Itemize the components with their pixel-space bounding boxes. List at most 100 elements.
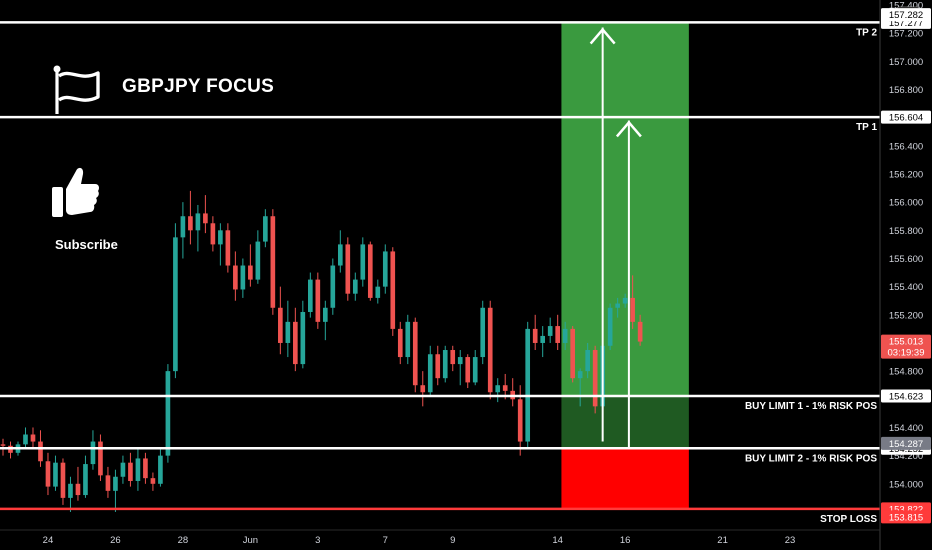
x-tick-label: 3 <box>315 535 320 546</box>
price-tag-bg <box>881 110 931 124</box>
thumbs-up-icon[interactable] <box>50 163 100 219</box>
candle <box>472 350 478 386</box>
candle-body <box>60 462 66 498</box>
page-title: GBPJPY FOCUS <box>122 76 275 97</box>
candle <box>90 430 96 470</box>
candle-body <box>607 307 613 346</box>
candle <box>255 230 261 284</box>
candle <box>630 275 635 329</box>
candle-body <box>382 251 388 287</box>
candle-body <box>158 455 163 484</box>
candle <box>367 241 373 301</box>
subscribe-button[interactable]: Subscribe <box>55 237 118 252</box>
candle-body <box>188 216 193 231</box>
candle <box>330 258 336 315</box>
candle-body <box>450 350 456 365</box>
candle-body <box>427 354 433 393</box>
level-label: TP 1 <box>856 122 877 133</box>
candle-body <box>532 328 538 343</box>
candle <box>315 272 321 329</box>
extra-price-tag: 154.287 <box>881 436 931 450</box>
y-tick-label: 154.400 <box>889 423 923 434</box>
candle <box>278 286 283 355</box>
candle-body <box>570 328 575 379</box>
y-tick-label: 155.800 <box>889 226 923 237</box>
candle-body <box>487 307 493 393</box>
candle <box>45 452 51 496</box>
candle <box>225 223 231 273</box>
candle-body <box>465 357 471 383</box>
level-label: BUY LIMIT 1 - 1% RISK POS <box>745 401 877 412</box>
candle-body <box>248 265 253 280</box>
candle-body <box>390 251 396 329</box>
candle <box>233 251 238 301</box>
candle <box>83 455 88 498</box>
candle-body <box>555 326 561 343</box>
candle-body <box>397 328 403 358</box>
candle-body <box>98 441 103 476</box>
candle <box>337 230 343 273</box>
y-tick-label: 156.800 <box>889 85 923 96</box>
candle <box>308 272 313 318</box>
candle-body <box>525 328 531 442</box>
y-tick-label: 155.600 <box>889 254 923 265</box>
price-tag-text: 153.822 <box>889 504 923 515</box>
candle <box>98 434 103 481</box>
x-tick-label: 7 <box>383 535 388 546</box>
candle-body <box>457 357 463 365</box>
candle <box>480 300 486 365</box>
candle <box>465 354 471 389</box>
target-arrow <box>615 120 642 449</box>
candle <box>165 364 171 463</box>
candle-body <box>83 464 88 496</box>
candle-body <box>293 321 298 365</box>
price-axis-panel <box>880 0 932 550</box>
candle-body <box>577 371 583 379</box>
candle <box>143 452 148 484</box>
x-tick-label: 23 <box>785 535 796 546</box>
candle <box>442 345 448 383</box>
y-tick-label: 156.200 <box>889 169 923 180</box>
candle-body <box>480 307 486 358</box>
candle <box>263 209 268 248</box>
candle-body <box>53 462 58 487</box>
y-tick-label: 157.400 <box>889 1 923 12</box>
candle-body <box>540 335 546 343</box>
candle <box>495 378 501 403</box>
candle-body <box>233 265 238 290</box>
candle-body <box>308 279 313 312</box>
candle-body <box>278 307 283 343</box>
candle <box>397 321 403 365</box>
candle <box>195 204 201 252</box>
candle <box>615 297 620 318</box>
candle <box>390 247 396 336</box>
candle-body <box>0 444 6 446</box>
candle <box>450 345 456 372</box>
candle-body <box>315 279 321 322</box>
price-tag-text: 153.815 <box>889 512 923 523</box>
price-tag-text: 154.287 <box>889 439 923 450</box>
candle <box>540 326 546 358</box>
candle-body <box>195 213 201 231</box>
candle-body <box>615 303 620 308</box>
candle-body <box>420 385 426 393</box>
candle-body <box>345 244 351 294</box>
y-tick-label: 155.200 <box>889 310 923 321</box>
candle-body <box>173 237 178 372</box>
candle-body <box>218 230 223 245</box>
candle <box>487 300 493 400</box>
candle <box>585 342 590 379</box>
x-tick-label: 24 <box>43 535 54 546</box>
x-tick-label: Jun <box>243 535 258 546</box>
candle-body <box>135 458 141 481</box>
candle <box>427 345 433 397</box>
candle <box>435 345 441 386</box>
price-tag-bg <box>881 510 931 524</box>
candle-body <box>165 371 171 456</box>
y-tick-label: 154.800 <box>889 367 923 378</box>
candle <box>150 472 156 491</box>
candle-body <box>630 297 635 322</box>
candle-body <box>113 476 118 491</box>
